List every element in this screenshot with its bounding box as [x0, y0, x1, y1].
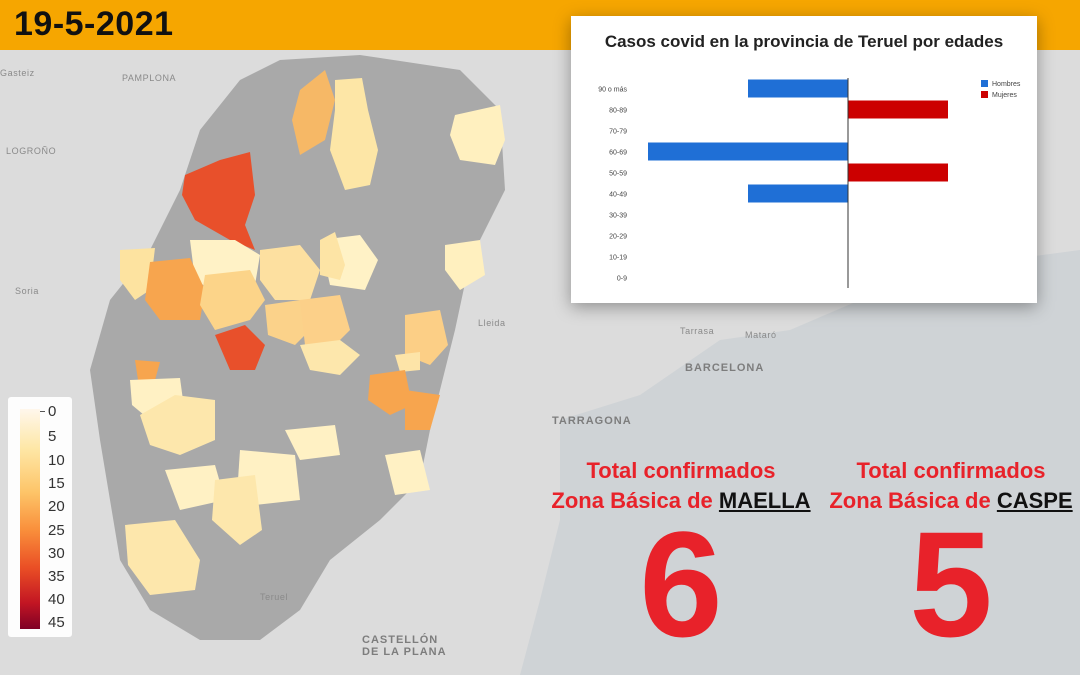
- legend-swatch-hombres: [981, 80, 988, 87]
- map-label-tarragona: TARRAGONA: [552, 415, 632, 427]
- map-zone: [445, 240, 485, 290]
- bar-hombres: [748, 184, 848, 203]
- y-tick-label: 10-19: [609, 255, 627, 262]
- map-label-lleida: Lleida: [478, 318, 506, 328]
- map-zone: [405, 390, 440, 430]
- map-label-barcelona: BARCELONA: [685, 362, 765, 374]
- map-zone: [368, 370, 412, 415]
- map-zone: [165, 465, 225, 510]
- bar-mujeres: [848, 163, 948, 182]
- legend-label-0: 0: [48, 403, 57, 420]
- y-tick-label: 40-49: [609, 192, 627, 199]
- stat-zone-line: Zona Básica de MAELLA: [546, 486, 816, 516]
- color-legend: 0 5 10 15 20 25 30 35 40 45: [8, 397, 72, 637]
- y-tick-label: 60-69: [609, 150, 627, 157]
- stat-zone-line: Zona Básica de CASPE: [816, 486, 1080, 516]
- stat-heading: Total confirmados: [586, 458, 776, 483]
- stat-zone-name: CASPE: [996, 488, 1073, 513]
- stat-value: 5: [909, 500, 993, 668]
- stat-zone-prefix: Zona Básica de: [829, 488, 997, 513]
- date-label: 19-5-2021: [14, 5, 174, 43]
- y-tick-label: 30-39: [609, 213, 627, 220]
- map-label-teruel: Teruel: [260, 592, 289, 602]
- y-tick-label: 80-89: [609, 108, 627, 115]
- map-zone: [260, 245, 320, 300]
- legend-label-40: 40: [48, 591, 65, 608]
- map-zone: [125, 520, 200, 595]
- map-label-castellon: CASTELLÓN: [362, 634, 439, 646]
- map-zone: [120, 248, 155, 300]
- legend-tick: [40, 411, 45, 412]
- map-zone: [292, 70, 335, 155]
- map-label-tarrasa: Tarrasa: [680, 326, 715, 336]
- map-label-mataro: Mataró: [745, 330, 777, 340]
- map-zone: [145, 258, 205, 320]
- legend-label-20: 20: [48, 498, 65, 515]
- map-zone: [215, 325, 265, 370]
- map-zone: [450, 105, 505, 165]
- legend-label-25: 25: [48, 522, 65, 539]
- legend-label-mujeres: Mujeres: [992, 92, 1017, 99]
- bar-mujeres: [848, 100, 948, 119]
- legend-label-hombres: Hombres: [992, 81, 1021, 88]
- map-zone: [385, 450, 430, 495]
- map-zone: [285, 425, 340, 460]
- age-bar-chart: 90 o más 80-89 70-79 60-69 50-59 40-49 30-39 20…: [598, 78, 1021, 288]
- legend-color-ramp: [20, 409, 40, 629]
- map-zone: [300, 295, 350, 350]
- map-label-de-la-plana: DE LA PLANA: [362, 646, 447, 658]
- y-tick-label: 70-79: [609, 129, 627, 136]
- chart-title: Casos covid en la provincia de Teruel po…: [604, 32, 1004, 51]
- stat-maella: Total confirmados Zona Básica de MAELLA …: [546, 456, 816, 668]
- map-zone: [135, 360, 160, 380]
- legend-label-35: 35: [48, 568, 65, 585]
- stat-zone-name: MAELLA: [718, 488, 811, 513]
- map-zone: [320, 232, 345, 280]
- map-label-soria: Soria: [15, 286, 40, 296]
- map-zone: [200, 270, 265, 330]
- stat-value: 6: [639, 500, 723, 668]
- map-zone: [330, 78, 378, 190]
- map-label-gasteiz: Gasteiz: [0, 68, 35, 78]
- legend-label-5: 5: [48, 428, 57, 445]
- legend-swatch-mujeres: [981, 91, 988, 98]
- map-zone: [405, 310, 448, 365]
- bar-hombres: [648, 142, 848, 161]
- map-zone: [182, 152, 255, 250]
- legend-label-30: 30: [48, 545, 65, 562]
- bar-hombres: [748, 79, 848, 98]
- legend-label-45: 45: [48, 614, 65, 631]
- legend-label-15: 15: [48, 475, 65, 492]
- y-tick-label: 50-59: [609, 171, 627, 178]
- map-zone: [395, 352, 420, 372]
- stat-zone-prefix: Zona Básica de: [551, 488, 719, 513]
- map-zone: [300, 340, 360, 375]
- map-zone: [140, 395, 215, 455]
- map-zone: [212, 475, 262, 545]
- chart-panel: Casos covid en la provincia de Teruel po…: [571, 16, 1037, 303]
- y-tick-label: 20-29: [609, 234, 627, 241]
- y-tick-label: 0-9: [617, 276, 627, 283]
- map-label-logrono: LOGROÑO: [6, 146, 57, 156]
- y-tick-label: 90 o más: [598, 87, 627, 94]
- map-label-pamplona: PAMPLONA: [122, 73, 177, 83]
- stat-caspe: Total confirmados Zona Básica de CASPE 5: [816, 456, 1080, 668]
- legend-label-10: 10: [48, 452, 65, 469]
- stat-heading: Total confirmados: [856, 458, 1046, 483]
